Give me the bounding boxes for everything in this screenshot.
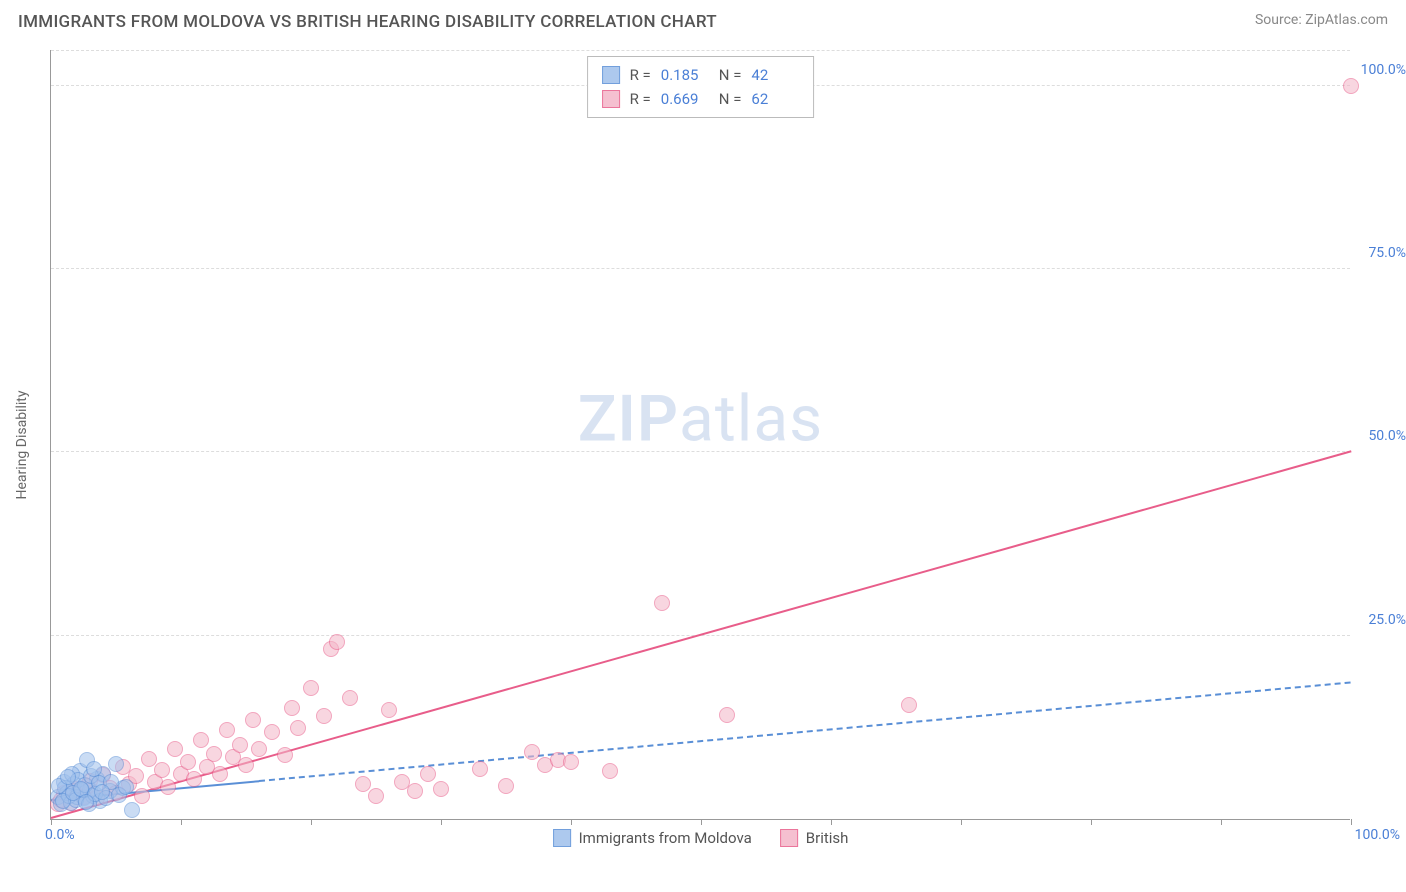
- legend-item-moldova: Immigrants from Moldova: [553, 829, 752, 847]
- x-tick: [311, 819, 312, 825]
- r-prefix: R =: [630, 63, 651, 87]
- x-tick: [1351, 819, 1352, 825]
- source-attribution: Source: ZipAtlas.com: [1255, 12, 1388, 28]
- scatter-point-british: [167, 741, 183, 757]
- y-tick-label: 25.0%: [1368, 612, 1406, 628]
- legend-item-british: British: [780, 829, 849, 847]
- n-value-british: 62: [751, 87, 799, 111]
- scatter-point-british: [1343, 78, 1359, 94]
- scatter-point-british: [368, 788, 384, 804]
- scatter-point-british: [719, 707, 735, 723]
- x-max-label: 100.0%: [1355, 827, 1400, 843]
- chart-title: IMMIGRANTS FROM MOLDOVA VS BRITISH HEARI…: [18, 12, 717, 32]
- source-name: ZipAtlas.com: [1305, 12, 1388, 28]
- plot-area: ZIPatlas R = 0.185 N = 42 R = 0.669 N = …: [50, 50, 1350, 820]
- scatter-point-british: [524, 744, 540, 760]
- y-axis-label: Hearing Disability: [14, 391, 30, 500]
- x-tick: [51, 819, 52, 825]
- legend-row-british: R = 0.669 N = 62: [602, 87, 800, 111]
- scatter-point-british: [245, 712, 261, 728]
- swatch-british: [780, 829, 798, 847]
- scatter-point-british: [602, 763, 618, 779]
- x-tick: [961, 819, 962, 825]
- scatter-point-british: [238, 757, 254, 773]
- scatter-point-british: [381, 702, 397, 718]
- scatter-point-british: [264, 724, 280, 740]
- scatter-point-british: [232, 737, 248, 753]
- scatter-point-british: [251, 741, 267, 757]
- y-tick-label: 100.0%: [1361, 62, 1406, 78]
- gridline: [51, 50, 1350, 51]
- origin-label: 0.0%: [45, 827, 75, 843]
- swatch-moldova: [553, 829, 571, 847]
- n-prefix: N =: [719, 87, 742, 111]
- legend-label-british: British: [806, 829, 849, 847]
- r-value-british: 0.669: [661, 87, 709, 111]
- gridline: [51, 451, 1350, 452]
- n-prefix: N =: [719, 63, 742, 87]
- scatter-point-british: [329, 634, 345, 650]
- watermark: ZIPatlas: [578, 382, 823, 457]
- scatter-point-british: [563, 754, 579, 770]
- source-prefix: Source:: [1255, 12, 1305, 28]
- x-tick: [571, 819, 572, 825]
- y-tick-label: 50.0%: [1368, 428, 1406, 444]
- scatter-point-british: [472, 761, 488, 777]
- scatter-point-british: [154, 762, 170, 778]
- gridline: [51, 268, 1350, 269]
- scatter-point-british: [901, 697, 917, 713]
- scatter-point-british: [277, 747, 293, 763]
- y-tick-label: 75.0%: [1368, 245, 1406, 261]
- x-tick: [1091, 819, 1092, 825]
- legend-label-moldova: Immigrants from Moldova: [579, 829, 752, 847]
- scatter-point-british: [186, 771, 202, 787]
- series-legend: Immigrants from Moldova British: [553, 829, 849, 847]
- x-tick: [831, 819, 832, 825]
- watermark-bold: ZIP: [578, 382, 679, 457]
- chart-container: Hearing Disability ZIPatlas R = 0.185 N …: [50, 50, 1390, 840]
- r-value-moldova: 0.185: [661, 63, 709, 87]
- scatter-point-british: [212, 766, 228, 782]
- swatch-british: [602, 90, 620, 108]
- scatter-point-british: [206, 746, 222, 762]
- scatter-point-british: [303, 680, 319, 696]
- scatter-point-moldova: [86, 761, 102, 777]
- scatter-point-british: [290, 720, 306, 736]
- scatter-point-british: [407, 783, 423, 799]
- scatter-point-british: [284, 700, 300, 716]
- scatter-point-british: [193, 732, 209, 748]
- scatter-point-british: [433, 781, 449, 797]
- scatter-point-moldova: [108, 756, 124, 772]
- legend-row-moldova: R = 0.185 N = 42: [602, 63, 800, 87]
- n-value-moldova: 42: [751, 63, 799, 87]
- scatter-point-british: [316, 708, 332, 724]
- scatter-point-british: [134, 788, 150, 804]
- x-tick: [1221, 819, 1222, 825]
- scatter-point-british: [654, 595, 670, 611]
- scatter-point-moldova: [118, 779, 134, 795]
- scatter-point-moldova: [124, 802, 140, 818]
- scatter-point-british: [160, 779, 176, 795]
- correlation-legend: R = 0.185 N = 42 R = 0.669 N = 62: [587, 56, 815, 118]
- scatter-point-british: [180, 754, 196, 770]
- r-prefix: R =: [630, 87, 651, 111]
- scatter-point-british: [342, 690, 358, 706]
- scatter-point-british: [219, 722, 235, 738]
- swatch-moldova: [602, 66, 620, 84]
- x-tick: [701, 819, 702, 825]
- scatter-point-british: [420, 766, 436, 782]
- scatter-point-moldova: [94, 784, 110, 800]
- watermark-rest: atlas: [679, 382, 823, 457]
- x-tick: [441, 819, 442, 825]
- x-tick: [181, 819, 182, 825]
- scatter-point-british: [355, 776, 371, 792]
- scatter-point-moldova: [78, 794, 94, 810]
- scatter-point-british: [498, 778, 514, 794]
- scatter-point-moldova: [60, 769, 76, 785]
